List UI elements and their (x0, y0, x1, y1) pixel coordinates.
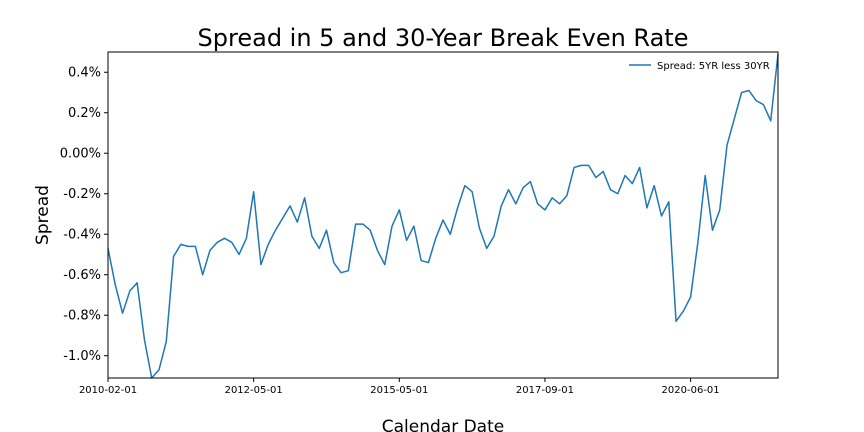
plot-area: 0.4% 0.2% 0.00% -0.2% -0.4% -0.6% -0.8% -1.0% 20… (60, 53, 779, 396)
x-tick-label: 2012-05-01 (225, 385, 283, 396)
y-axis-label: Spread (33, 185, 53, 245)
x-tick-label: 2020-06-01 (662, 385, 720, 396)
x-axis-label: Calendar Date (382, 417, 504, 432)
x-tick-label: 2010-02-01 (79, 385, 137, 396)
plot-frame (107, 51, 779, 379)
y-tick-label: -0.2% (63, 187, 101, 202)
chart-title: Spread in 5 and 30-Year Break Even Rate (198, 24, 689, 52)
y-tick-label: -0.6% (63, 268, 101, 283)
x-tick-label: 2015-05-01 (370, 385, 428, 396)
y-tick-label: -0.4% (63, 228, 101, 243)
legend-label: Spread: 5YR less 30YR (657, 61, 770, 72)
y-tick-label: 0.00% (60, 147, 101, 162)
legend: Spread: 5YR less 30YR (629, 61, 770, 72)
y-tick-label: -1.0% (63, 349, 101, 364)
series-line-spread (107, 53, 779, 379)
y-tick-label: -0.8% (63, 309, 101, 324)
x-tick-label: 2017-09-01 (516, 385, 574, 396)
y-tick-label: 0.4% (68, 66, 101, 81)
y-tick-label: 0.2% (68, 106, 101, 121)
